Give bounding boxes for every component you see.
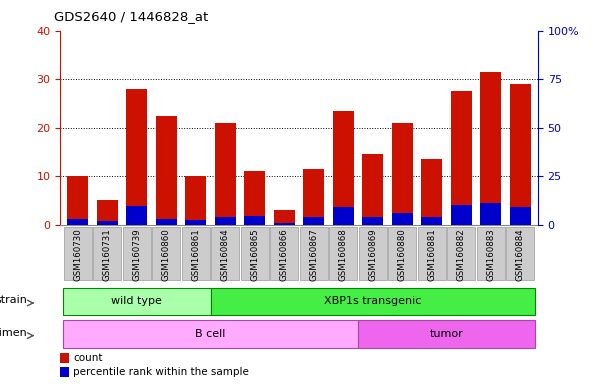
Bar (274, 210, 294, 225)
Text: tumor: tumor (430, 329, 463, 339)
Text: GSM160884: GSM160884 (516, 228, 525, 281)
Bar (64, 227, 92, 280)
Text: GSM160731: GSM160731 (103, 228, 112, 281)
Text: GSM160868: GSM160868 (339, 228, 348, 281)
Bar (152, 227, 180, 280)
Bar (215, 123, 236, 225)
Bar (451, 91, 472, 225)
Text: GSM160883: GSM160883 (486, 228, 495, 281)
Text: percentile rank within the sample: percentile rank within the sample (73, 367, 249, 377)
Text: GDS2640 / 1446828_at: GDS2640 / 1446828_at (54, 10, 209, 23)
Bar (63, 288, 210, 315)
Text: GSM160881: GSM160881 (427, 228, 436, 281)
Bar (211, 227, 239, 280)
Text: strain: strain (0, 295, 27, 305)
Bar (97, 221, 118, 225)
Bar (156, 219, 177, 225)
Text: GSM160866: GSM160866 (279, 228, 288, 281)
Bar (388, 227, 416, 280)
Bar (329, 227, 358, 280)
Bar (421, 159, 442, 225)
Bar (480, 203, 501, 225)
Text: GSM160867: GSM160867 (310, 228, 319, 281)
Text: wild type: wild type (111, 296, 162, 306)
Bar (477, 227, 505, 280)
Bar (304, 217, 324, 225)
Bar (67, 176, 88, 225)
Text: GSM160730: GSM160730 (73, 228, 82, 281)
Bar (333, 207, 353, 225)
Bar (240, 227, 269, 280)
Bar (510, 207, 531, 225)
Text: GSM160865: GSM160865 (250, 228, 259, 281)
Text: GSM160869: GSM160869 (368, 228, 377, 281)
Bar (299, 227, 328, 280)
Bar (123, 227, 151, 280)
Bar (362, 154, 383, 225)
Text: GSM160880: GSM160880 (398, 228, 407, 281)
Text: GSM160860: GSM160860 (162, 228, 171, 281)
Bar (182, 227, 210, 280)
Bar (333, 111, 353, 225)
Text: specimen: specimen (0, 328, 27, 338)
Text: XBP1s transgenic: XBP1s transgenic (324, 296, 421, 306)
Bar (447, 227, 475, 280)
Bar (418, 227, 446, 280)
Bar (270, 227, 299, 280)
Text: GSM160739: GSM160739 (132, 228, 141, 281)
Text: count: count (73, 353, 103, 363)
Bar (60, 353, 69, 363)
Bar (392, 123, 412, 225)
Bar (186, 220, 206, 225)
Bar (245, 216, 265, 225)
Text: GSM160861: GSM160861 (191, 228, 200, 281)
Bar (392, 213, 412, 225)
Text: GSM160864: GSM160864 (221, 228, 230, 281)
Bar (362, 217, 383, 225)
Bar (156, 116, 177, 225)
Bar (358, 320, 535, 348)
Bar (304, 169, 324, 225)
Bar (245, 171, 265, 225)
Bar (126, 89, 147, 225)
Bar (67, 219, 88, 225)
Bar (421, 217, 442, 225)
Bar (210, 288, 535, 315)
Bar (274, 223, 294, 225)
Bar (480, 72, 501, 225)
Bar (93, 227, 121, 280)
Bar (186, 176, 206, 225)
Bar (63, 320, 358, 348)
Bar (506, 227, 534, 280)
Bar (60, 367, 69, 377)
Text: B cell: B cell (195, 329, 226, 339)
Bar (451, 205, 472, 225)
Bar (359, 227, 387, 280)
Bar (510, 84, 531, 225)
Text: GSM160882: GSM160882 (457, 228, 466, 281)
Bar (97, 200, 118, 225)
Bar (215, 217, 236, 225)
Bar (126, 206, 147, 225)
